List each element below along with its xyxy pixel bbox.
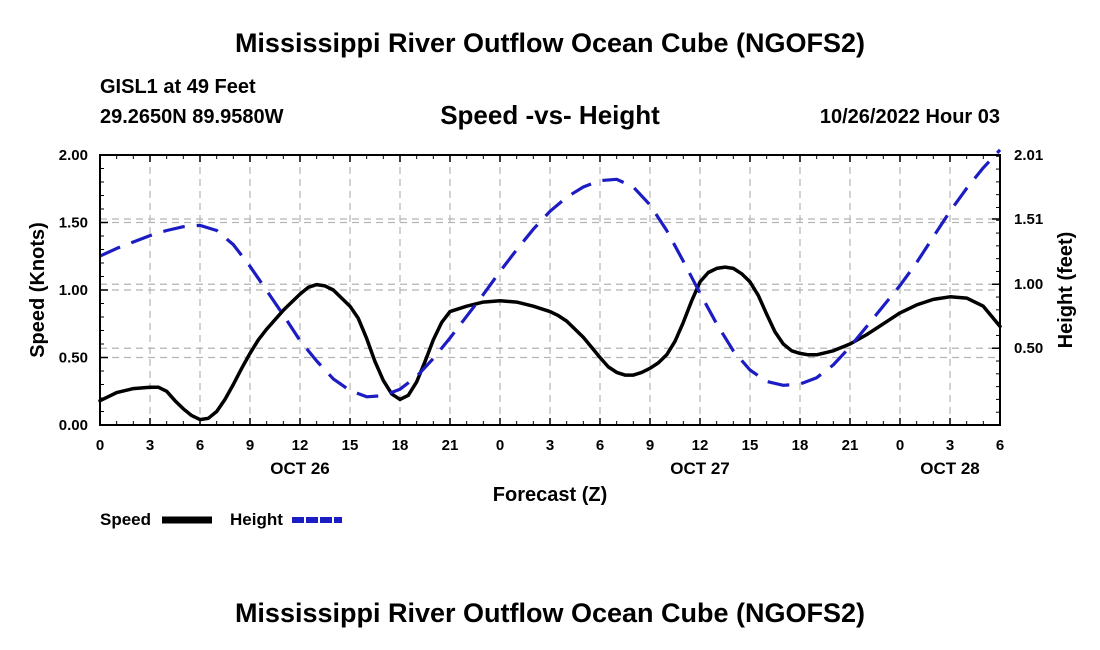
y-left-tick-label: 1.50 xyxy=(59,215,88,232)
y-right-axis-title: Height (feet) xyxy=(1055,232,1077,349)
x-tick-label: 0 xyxy=(896,437,904,454)
axis-ticks xyxy=(99,154,1001,426)
y-right-tick-label: 0.50 xyxy=(1014,340,1043,357)
station-label: GISL1 at 49 Feet xyxy=(100,76,256,98)
y-left-axis-title: Speed (Knots) xyxy=(27,222,49,358)
station-coordinates: 29.2650N 89.9580W xyxy=(100,106,284,128)
x-tick-label: 0 xyxy=(96,437,104,454)
y-left-tick-label: 2.00 xyxy=(59,147,88,164)
x-tick-label: 6 xyxy=(996,437,1004,454)
legend-label-height: Height xyxy=(230,510,283,529)
x-tick-label: 0 xyxy=(496,437,504,454)
y-right-tick-label: 1.00 xyxy=(1014,276,1043,293)
legend: Speed Height xyxy=(100,510,342,529)
footer-title: Mississippi River Outflow Ocean Cube (NG… xyxy=(234,598,866,628)
run-time-label: 10/26/2022 Hour 03 xyxy=(819,106,1000,128)
x-tick-label: 18 xyxy=(792,437,809,454)
x-tick-label: 3 xyxy=(146,437,154,454)
x-tick-label: 21 xyxy=(842,437,859,454)
y-left-tick-label: 0.00 xyxy=(59,417,88,434)
x-axis-title: Forecast (Z) xyxy=(493,484,607,506)
x-tick-label: 6 xyxy=(596,437,604,454)
x-tick-label: 21 xyxy=(442,437,459,454)
series-lines xyxy=(98,148,1002,422)
x-date-label: OCT 28 xyxy=(920,459,980,478)
x-tick-label: 3 xyxy=(546,437,554,454)
x-tick-label: 12 xyxy=(692,437,709,454)
legend-label-speed: Speed xyxy=(100,510,151,529)
series-line-speed xyxy=(98,265,1002,422)
y-left-tick-label: 0.50 xyxy=(59,350,88,367)
x-date-label: OCT 27 xyxy=(670,459,730,478)
x-tick-label: 15 xyxy=(742,437,759,454)
x-tick-label: 12 xyxy=(292,437,309,454)
series-line-height xyxy=(99,148,1002,399)
chart-title: Mississippi River Outflow Ocean Cube (NG… xyxy=(234,28,866,58)
axis-labels: 0 3 6 9 12 15 18 21 0 3 6 9 12 15 18 21 0 3 6 0.00 0.50 1.00 1… xyxy=(27,147,1077,506)
x-tick-label: 18 xyxy=(392,437,409,454)
x-date-label: OCT 26 xyxy=(270,459,330,478)
x-tick-label: 9 xyxy=(646,437,654,454)
y-right-tick-label: 2.01 xyxy=(1014,147,1043,164)
chart-subtitle: Speed -vs- Height xyxy=(440,100,660,130)
y-left-tick-label: 1.00 xyxy=(59,282,88,299)
grid-lines xyxy=(100,155,1000,425)
x-tick-label: 15 xyxy=(342,437,359,454)
x-tick-label: 3 xyxy=(946,437,954,454)
x-tick-label: 9 xyxy=(246,437,254,454)
y-right-tick-label: 1.51 xyxy=(1014,211,1043,228)
x-tick-label: 6 xyxy=(196,437,204,454)
